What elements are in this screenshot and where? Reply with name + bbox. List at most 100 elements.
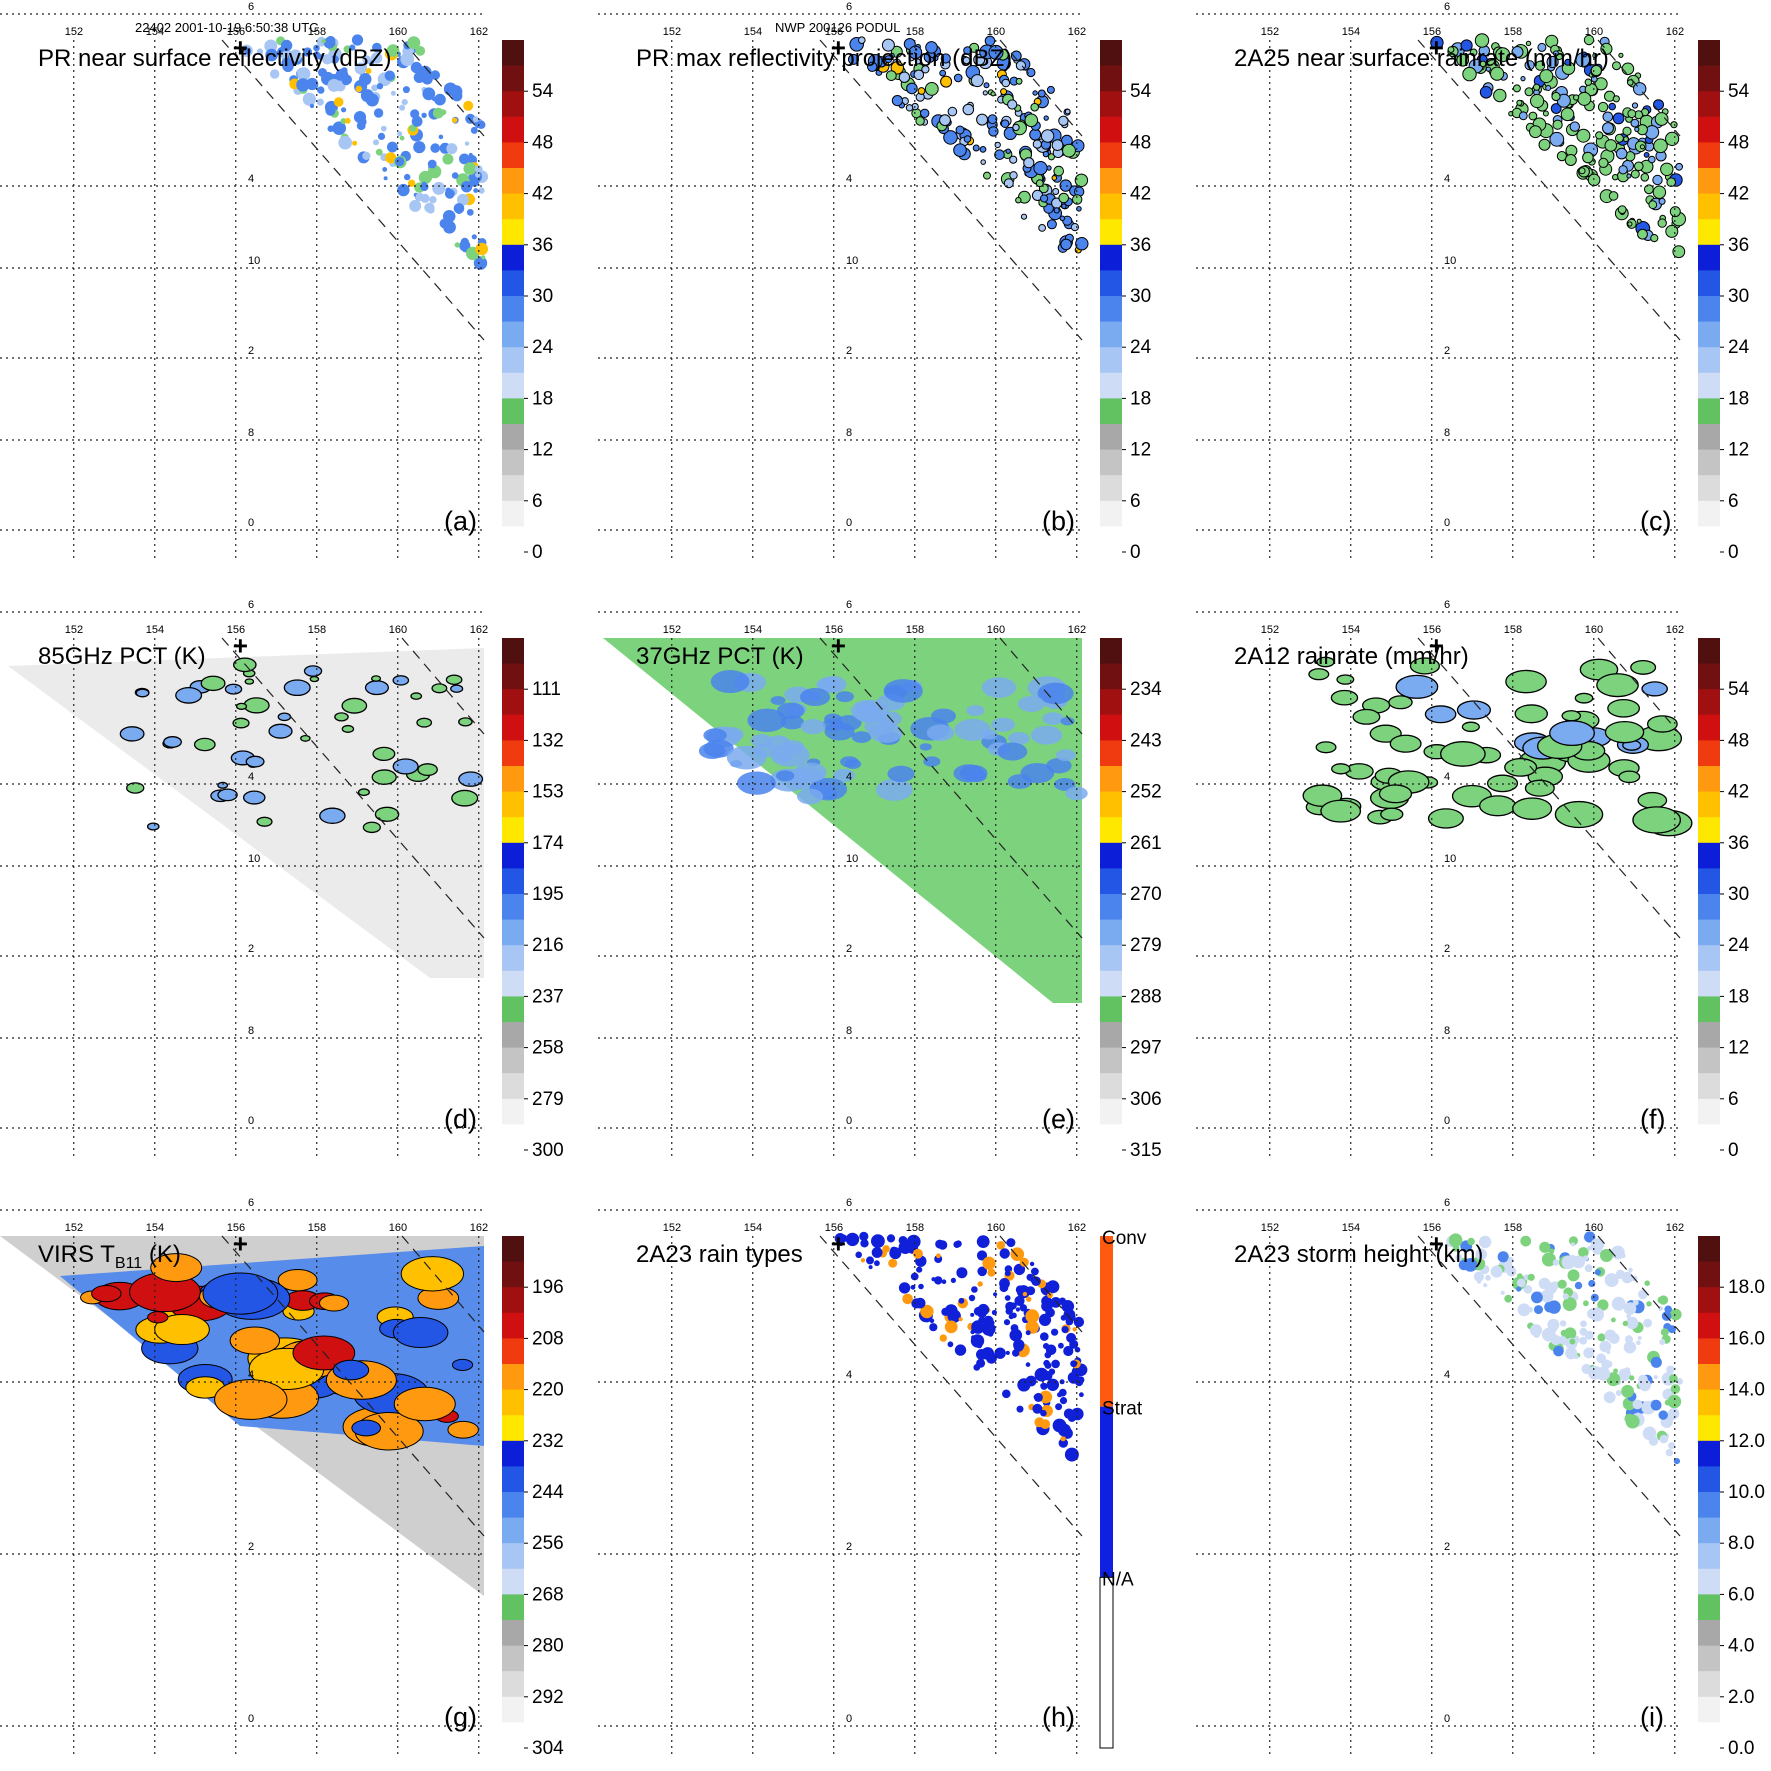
colorbar-tick-label: 315 [1130,1140,1162,1161]
lon-tick-label: 156 [227,26,245,38]
colorbar-tick-label: 268 [532,1584,564,1605]
rain-cell [1547,1300,1561,1314]
colorbar-segment [502,919,524,946]
cold-region [887,765,915,783]
rain-cell [1059,1397,1068,1405]
rain-cell [302,47,313,57]
rain-cell [912,1248,923,1259]
rain-cell [1024,113,1039,128]
rain-cell [1058,115,1069,127]
cold-region [883,679,923,703]
convective-cell [146,822,160,831]
colorbar-tick-label: 8.0 [1728,1533,1754,1554]
rain-cell [931,1277,936,1282]
rain-cell [351,34,364,46]
rain-cell [940,75,953,88]
rain-cell [1549,1248,1555,1254]
rain-cell [908,45,923,60]
rain-cell [325,105,336,116]
rain-cell [1618,1368,1631,1381]
colorbar-segment [1698,868,1720,895]
swath-edge [1597,1235,1681,1333]
cold-region [824,713,842,725]
rain-cell [327,78,341,92]
swath-edge [999,1235,1083,1333]
rain-cell [1001,78,1011,88]
rain-cell [971,1320,985,1334]
colorbar-segment [1698,638,1720,665]
rain-cell [987,1330,994,1337]
rain-cell [454,242,460,248]
rain-cell [421,112,427,119]
lon-tick-label: 160 [389,1222,407,1234]
colorbar-segment [1100,919,1122,946]
colorbar-segment [1698,1645,1720,1672]
cloud-top [150,1253,203,1283]
rain-cell [1608,191,1619,201]
lon-tick-label: 158 [308,624,326,636]
lat-tick-label: 4 [248,1369,254,1381]
rain-cell [1012,123,1020,132]
colorbar-tick-label: 30 [532,286,553,307]
rain-cell [1010,1247,1025,1261]
rain-cell [1010,1324,1019,1332]
rain-cell [980,159,987,165]
rain-cell [385,152,397,164]
rain-cell [1627,109,1637,119]
lon-tick-label: 156 [227,1222,245,1234]
rain-cell [958,1297,965,1304]
colorbar-segment [502,270,524,297]
rain-cell [1636,218,1642,224]
rain-cell [994,1347,1006,1359]
convective-cell [372,746,396,762]
colorbar-tick-label: 280 [532,1636,564,1657]
rain-cell [422,87,436,101]
rain-cell [1564,154,1577,166]
colorbar-segment [502,1287,524,1314]
rain-cell [953,143,967,157]
rain-cell [451,117,458,123]
rain-cell [1497,1251,1509,1263]
colorbar-tick-label: 54 [1728,81,1750,102]
rain-cell [1479,86,1493,99]
lon-tick-label: 160 [1585,26,1603,38]
rain-cell [1659,1339,1666,1345]
storm-center-marker: + [1429,32,1444,62]
rain-cell [1075,237,1089,251]
swath-edge [999,39,1083,137]
colorbar-segment [1698,475,1720,502]
rain-area [1315,741,1337,754]
rain-cell [354,62,367,75]
colorbar-tick-label: 18 [1130,388,1151,409]
colorbar-tick-label: 216 [532,935,564,956]
lat-tick-label: 2 [248,345,254,357]
convective-cell [283,679,311,697]
rain-cell [1073,1316,1085,1328]
rain-cell [1046,1378,1060,1392]
rain-cell [939,69,947,77]
colorbar-segment [502,1568,524,1595]
rain-cell [1561,1255,1576,1270]
rain-cell [1025,1330,1031,1336]
convective-cell [319,807,346,824]
cloud-top [400,1256,465,1292]
rain-cell [868,1265,873,1270]
rain-cell [1612,61,1621,71]
rain-cell [466,209,474,216]
swath-edge [1597,39,1681,137]
colorbar-tick-label: 232 [532,1431,564,1452]
colorbar-tick-label: 24 [1728,935,1750,956]
rain-cell [1625,1414,1640,1429]
colorbar-tick-label: 6.0 [1728,1584,1754,1605]
rain-cell [1553,1345,1564,1357]
colorbar-segment [1698,65,1720,92]
rain-cell [1032,139,1042,149]
lon-tick-label: 154 [744,624,762,636]
panel-letter: (h) [1042,1702,1075,1732]
lon-tick-label: 162 [1666,26,1684,38]
colorbar-segment [1698,1098,1720,1125]
lat-tick-label: 2 [1444,943,1450,955]
colorbar-tick-label: 237 [532,986,564,1007]
